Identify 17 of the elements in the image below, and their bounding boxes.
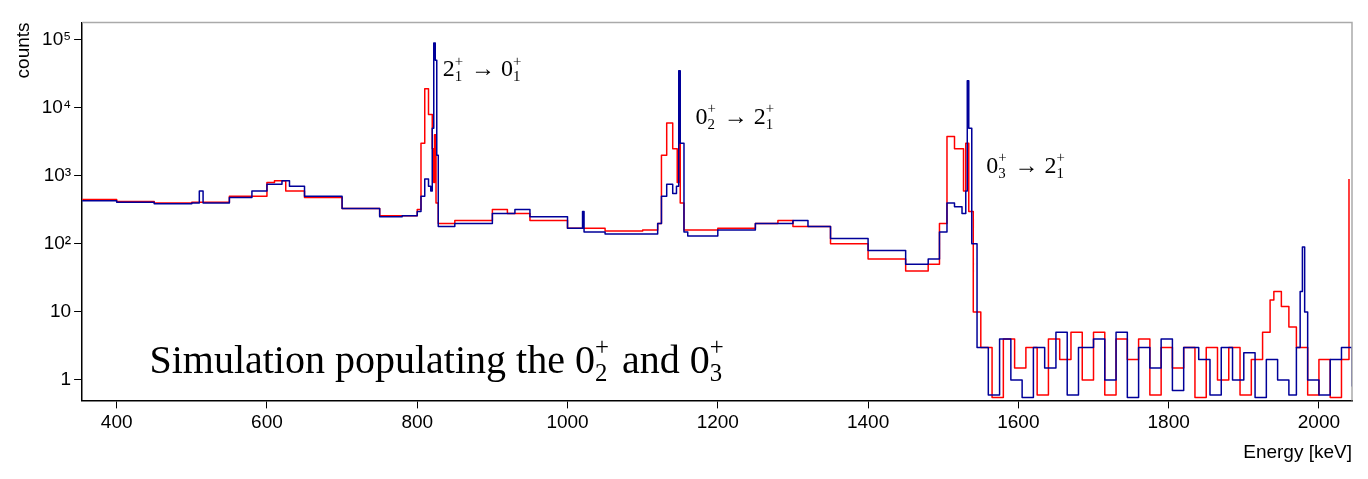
x-tick-label: 1800 (1147, 411, 1190, 433)
y-tick-label: 1 (60, 368, 72, 390)
y-tick-label: 10³ (43, 164, 72, 186)
x-tick-label: 600 (251, 411, 283, 433)
x-tick-label: 2000 (1297, 411, 1341, 433)
x-tick-label: 400 (100, 411, 133, 433)
x-tick-label: 1200 (696, 411, 739, 433)
y-tick-label: 10 (49, 300, 72, 322)
x-tick-label: 1000 (546, 411, 589, 433)
x-tick-label: 1400 (846, 411, 890, 433)
y-tick-label: 10⁵ (42, 28, 72, 49)
y-tick-label: 10⁴ (41, 96, 72, 118)
y-tick-label: 10² (43, 232, 72, 254)
x-tick-label: 800 (401, 411, 434, 433)
x-axis-title: Energy [keV] (1243, 440, 1352, 462)
x-tick-label: 1600 (997, 411, 1040, 433)
y-axis-title: counts (11, 22, 33, 79)
